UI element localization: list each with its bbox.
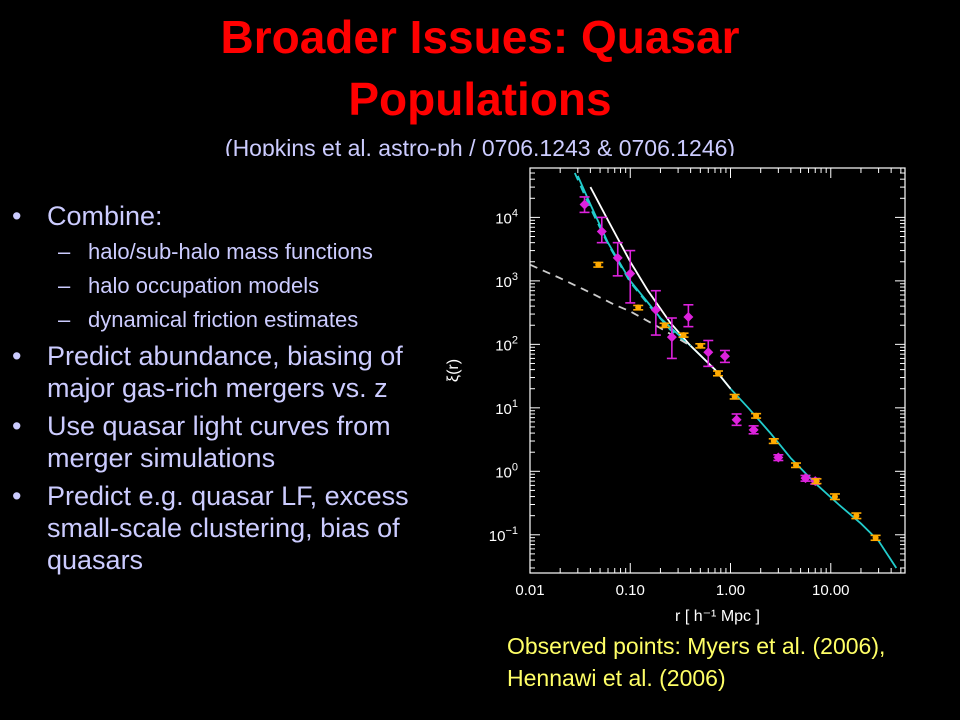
x-tick-label: 0.10 (616, 582, 645, 599)
y-tick-label: 10−1 (489, 525, 518, 545)
bullet-list: Combine: halo/sub-halo mass functions ha… (0, 200, 470, 582)
orange-data-point (680, 332, 687, 339)
sub-bullet-mass-functions: halo/sub-halo mass functions (0, 238, 418, 265)
y-tick-label: 103 (495, 271, 518, 291)
orange-data-point (831, 493, 838, 500)
model-curve-1 (576, 175, 898, 569)
magenta-data-point (719, 351, 730, 362)
x-tick-label: 10.00 (812, 582, 850, 599)
orange-data-point (731, 393, 738, 400)
slide-title-line1: Broader Issues: Quasar (220, 11, 740, 63)
y-tick-label: 101 (495, 398, 518, 418)
orange-data-point (635, 304, 642, 311)
magenta-data-point (666, 332, 677, 343)
magenta-data-point (748, 424, 759, 435)
orange-data-point (813, 478, 820, 485)
magenta-data-point (683, 311, 694, 322)
bullet-predict-abundance: Predict abundance, biasing of major gas-… (0, 340, 470, 404)
bullet-predict-lf: Predict e.g. quasar LF, excess small-sca… (0, 480, 470, 576)
x-axis-label: r [ h⁻¹ Mpc ] (675, 608, 760, 625)
y-tick-label: 100 (495, 461, 518, 481)
model-curve-4 (530, 263, 692, 347)
magenta-data-point (612, 252, 623, 263)
sub-bullet-occupation-models: halo occupation models (0, 272, 418, 299)
model-curve-2 (589, 186, 732, 390)
orange-data-point (697, 342, 704, 349)
magenta-data-point (596, 226, 607, 237)
y-tick-label: 102 (495, 334, 518, 354)
caption-line1: Observed points: Myers et al. (2006), (507, 633, 886, 659)
magenta-data-point (731, 414, 742, 425)
orange-data-point (872, 534, 879, 541)
orange-data-point (853, 512, 860, 519)
orange-data-point (661, 322, 668, 329)
bullet-combine: Combine: (0, 200, 470, 232)
orange-data-point (753, 412, 760, 419)
magenta-data-point (800, 473, 811, 484)
magenta-data-point (625, 268, 636, 279)
caption-line2: Hennawi et al. (2006) (507, 665, 726, 691)
sub-bullet-dynamical-friction: dynamical friction estimates (0, 306, 418, 333)
magenta-data-point (579, 199, 590, 210)
orange-data-point (793, 462, 800, 469)
citation: (Hopkins et al. astro-ph / 0706.1243 & 0… (224, 135, 736, 156)
plot-content (530, 172, 898, 569)
correlation-function-chart: 0.01 0.10 1.00 10.00 10−1 100 101 102 103 104 r [ … (445, 167, 906, 625)
model-curve-3 (573, 172, 692, 347)
magenta-data-point (773, 452, 784, 463)
orange-data-point (770, 438, 777, 445)
caption: Observed points: Myers et al. (2006), He… (507, 630, 957, 694)
y-tick-label: 104 (495, 207, 518, 227)
slide-title-line2: Populations (348, 73, 612, 125)
y-axis-label: ξ(r) (445, 359, 462, 382)
magenta-data-point (703, 347, 714, 358)
magenta-data-point (650, 304, 661, 315)
x-tick-label: 0.01 (515, 582, 544, 599)
orange-data-point (595, 261, 602, 268)
orange-data-point (714, 370, 721, 377)
x-tick-label: 1.00 (716, 582, 745, 599)
bullet-light-curves: Use quasar light curves from merger simu… (0, 410, 470, 474)
plot-frame (529, 167, 906, 574)
